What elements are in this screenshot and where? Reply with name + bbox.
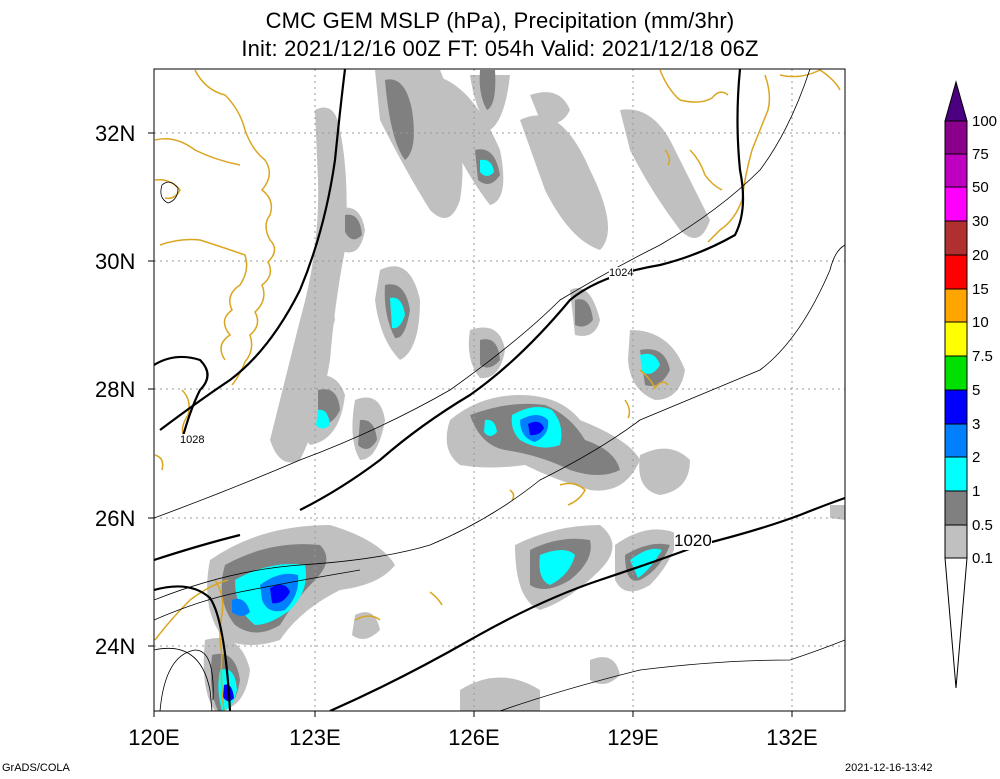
mslp-contours-thin	[154, 69, 845, 711]
colorbar-label: 75	[972, 146, 989, 163]
colorbar-top-arrow	[944, 80, 968, 122]
lon-label-126e: 126E	[448, 725, 500, 750]
coastlines	[154, 69, 841, 711]
colorbar-label: 1	[972, 483, 981, 500]
colorbar-label: 100	[972, 113, 998, 130]
footer-timestamp: 2021-12-16-13:42	[845, 762, 933, 774]
lon-label-132e: 132E	[766, 725, 818, 750]
axis-ticks	[148, 132, 793, 717]
colorbar-label: 15	[972, 281, 989, 298]
contour-label-1028: 1028	[180, 434, 205, 446]
colorbar-label: 5	[972, 382, 981, 399]
colorbar-label: 3	[972, 416, 981, 433]
colorbar-label: 10	[972, 314, 989, 331]
lat-label-30n: 30N	[95, 249, 136, 274]
lon-label-129e: 129E	[607, 725, 659, 750]
colorbar-label: 0.1	[972, 550, 993, 567]
lon-label-123e: 123E	[289, 725, 341, 750]
colorbar-label: 2	[972, 449, 981, 466]
map-frame	[153, 68, 846, 712]
colorbar-label: 50	[972, 179, 989, 196]
footer-software: GrADS/COLA	[2, 762, 70, 774]
lat-label-26n: 26N	[95, 506, 136, 531]
colorbar-label: 0.5	[972, 517, 993, 534]
mslp-contours-thick	[154, 69, 845, 711]
contour-label-1020: 1020	[674, 531, 712, 550]
colorbar-bottom-arrow	[944, 557, 968, 689]
lat-label-28n: 28N	[95, 377, 136, 402]
lon-label-120e: 120E	[128, 725, 180, 750]
map-title: CMC GEM MSLP (hPa), Precipitation (mm/3h…	[265, 8, 735, 33]
colorbar-label: 30	[972, 213, 989, 230]
lat-label-32n: 32N	[95, 121, 136, 146]
contour-label-1024: 1024	[609, 267, 634, 279]
colorbar-label: 20	[972, 247, 989, 264]
colorbar-label: 7.5	[972, 348, 993, 365]
lat-label-24n: 24N	[95, 634, 136, 659]
map-subtitle: Init: 2021/12/16 00Z FT: 054h Valid: 202…	[241, 36, 759, 61]
colorbar	[944, 80, 968, 689]
